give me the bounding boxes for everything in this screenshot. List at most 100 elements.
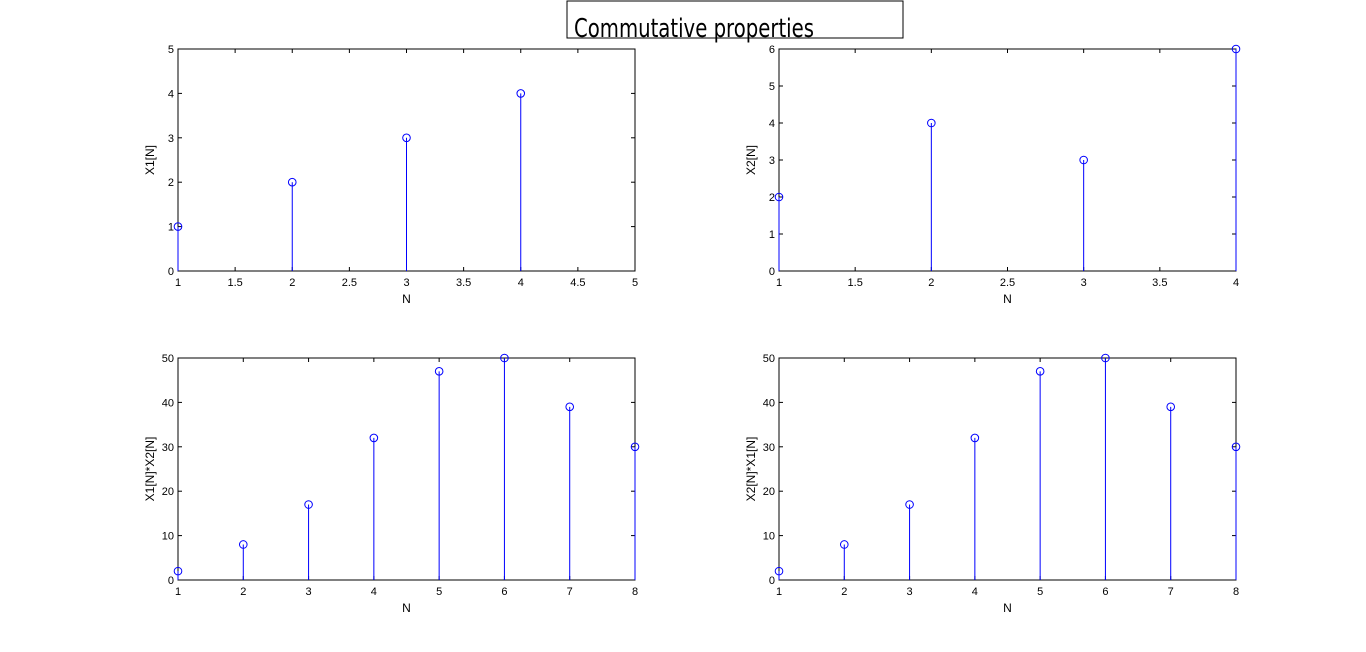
- x-axis-label: N: [1003, 601, 1012, 615]
- x-tick-label: 8: [632, 586, 638, 598]
- x-tick-label: 6: [501, 586, 507, 598]
- y-tick-label: 20: [763, 486, 775, 498]
- figure-title-box: Commutative properties: [566, 0, 904, 44]
- x-tick-label: 3.5: [1152, 277, 1167, 289]
- axes-box: [177, 357, 636, 581]
- x-tick-label: 5: [632, 277, 638, 289]
- stem-marker: [1231, 44, 1241, 54]
- stem-marker: [774, 192, 784, 202]
- x-tick-label: 2.5: [1000, 277, 1015, 289]
- stem-marker: [287, 177, 297, 187]
- y-tick-label: 40: [162, 397, 174, 409]
- x-tick-label: 4: [518, 277, 524, 289]
- y-tick-label: 6: [769, 44, 775, 56]
- y-tick-label: 5: [769, 81, 775, 93]
- stem-marker: [1035, 367, 1045, 376]
- x-axis-label: N: [402, 601, 411, 615]
- x-tick-label: 7: [1168, 586, 1174, 598]
- stem-marker: [905, 500, 914, 509]
- stem-marker: [238, 540, 248, 549]
- y-tick-label: 1: [168, 222, 174, 234]
- x-tick-label: 4: [371, 586, 377, 598]
- x-tick-label: 8: [1233, 586, 1239, 598]
- x-tick-label: 3: [1081, 277, 1087, 289]
- x-tick-label: 6: [1102, 586, 1108, 598]
- axes-box: [778, 357, 1237, 581]
- y-axis-label: X2[N]*X1[N]: [744, 437, 758, 502]
- subplot-4: 1 2 3 4 5 6 7 8 0 10 20 30 40 50 N X2[N]*X1[N]: [744, 353, 1241, 615]
- y-tick-label: 0: [168, 575, 174, 587]
- subplot-3: 1 2 3 4 5 6 7 8 0 10 20 30 40 50 N X1[N]*X2[N]: [143, 353, 640, 615]
- stem-marker: [369, 433, 379, 443]
- x-tick-label: 3: [306, 586, 312, 598]
- y-tick-label: 20: [162, 486, 174, 498]
- stem-marker: [927, 118, 936, 128]
- stem-marker: [173, 222, 183, 231]
- x-axis-label: N: [402, 292, 411, 306]
- y-tick-label: 0: [769, 266, 775, 278]
- y-tick-label: 30: [162, 442, 174, 454]
- y-tick-label: 3: [168, 133, 174, 145]
- y-tick-label: 5: [168, 44, 174, 56]
- x-tick-label: 2: [928, 277, 934, 289]
- stem-marker: [402, 133, 411, 143]
- x-tick-label: 1: [776, 277, 782, 289]
- y-tick-label: 4: [168, 88, 174, 100]
- x-tick-label: 2: [240, 586, 246, 598]
- x-tick-label: 2: [289, 277, 295, 289]
- x-tick-label: 4.5: [570, 277, 585, 289]
- x-tick-label: 1: [776, 586, 782, 598]
- stem-marker: [1166, 402, 1176, 412]
- y-tick-label: 0: [769, 575, 775, 587]
- x-tick-label: 3: [403, 277, 409, 289]
- x-tick-label: 3.5: [456, 277, 471, 289]
- x-tick-label: 7: [567, 586, 573, 598]
- y-tick-label: 30: [763, 442, 775, 454]
- y-tick-label: 10: [162, 531, 174, 543]
- x-tick-label: 3: [907, 586, 913, 598]
- x-tick-label: 1: [175, 586, 181, 598]
- axes-box: [778, 48, 1237, 272]
- y-tick-label: 2: [168, 177, 174, 189]
- stem-marker: [774, 566, 784, 576]
- x-tick-label: 2: [841, 586, 847, 598]
- stem-marker: [630, 442, 640, 452]
- y-tick-label: 40: [763, 397, 775, 409]
- y-tick-label: 50: [763, 353, 775, 365]
- x-tick-label: 5: [1037, 586, 1043, 598]
- figure-title: Commutative properties: [574, 14, 814, 44]
- x-tick-label: 2.5: [342, 277, 357, 289]
- y-tick-label: 0: [168, 266, 174, 278]
- stem-marker: [1231, 442, 1241, 452]
- x-axis-label: N: [1003, 292, 1012, 306]
- stem-marker: [516, 89, 526, 98]
- y-tick-label: 2: [769, 192, 775, 204]
- y-tick-label: 1: [769, 229, 775, 241]
- stem-marker: [1079, 155, 1088, 165]
- x-tick-label: 1.5: [848, 277, 863, 289]
- y-tick-label: 3: [769, 155, 775, 167]
- y-tick-label: 50: [162, 353, 174, 365]
- y-axis-label: X2[N]: [744, 145, 758, 175]
- x-tick-label: 1.5: [227, 277, 242, 289]
- stem-marker: [1101, 353, 1110, 363]
- x-tick-label: 4: [972, 586, 978, 598]
- y-tick-label: 10: [763, 531, 775, 543]
- x-tick-label: 1: [175, 277, 181, 289]
- x-tick-label: 4: [1233, 277, 1239, 289]
- stem-marker: [434, 367, 444, 376]
- y-axis-label: X1[N]: [143, 145, 157, 175]
- stem-marker: [839, 540, 849, 549]
- x-tick-label: 5: [436, 586, 442, 598]
- stem-marker: [173, 566, 183, 576]
- y-axis-label: X1[N]*X2[N]: [143, 437, 157, 502]
- stem-marker: [304, 500, 313, 509]
- stem-marker: [565, 402, 575, 412]
- stem-marker: [970, 433, 980, 443]
- y-tick-label: 4: [769, 118, 775, 130]
- stem-marker: [500, 353, 509, 363]
